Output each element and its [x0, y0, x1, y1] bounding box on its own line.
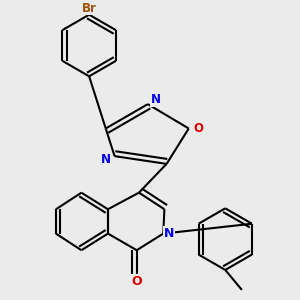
Text: Br: Br: [82, 2, 97, 14]
Text: O: O: [131, 275, 142, 288]
Text: N: N: [151, 93, 160, 106]
Text: N: N: [164, 227, 174, 240]
Text: O: O: [194, 122, 204, 135]
Text: N: N: [101, 153, 111, 166]
